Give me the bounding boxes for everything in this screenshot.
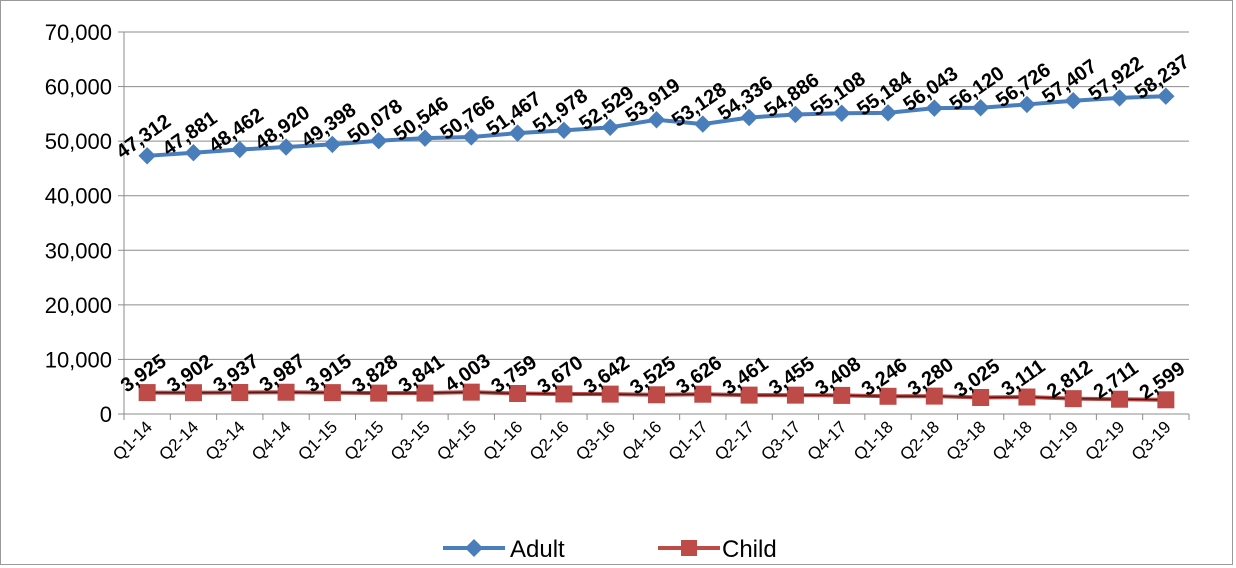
- legend-adult-marker: [465, 539, 483, 557]
- legend-child-label: Child: [722, 536, 777, 563]
- x-tick-label: Q4-16: [618, 417, 665, 464]
- y-tick-label: 60,000: [45, 75, 112, 100]
- child-point: [786, 386, 804, 404]
- y-tick-label: 50,000: [45, 129, 112, 154]
- y-tick-label: 10,000: [45, 347, 112, 372]
- y-tick-label: 0: [100, 402, 112, 427]
- adult-point: [555, 121, 573, 140]
- child-point: [1018, 388, 1036, 406]
- adult-point: [277, 138, 295, 156]
- x-tick-label: Q1-18: [850, 417, 897, 464]
- child-point: [416, 384, 434, 402]
- child-point: [231, 384, 249, 402]
- child-point: [648, 386, 665, 404]
- y-tick-label: 20,000: [45, 293, 112, 318]
- child-point: [1064, 390, 1082, 408]
- x-tick-label: Q1-19: [1035, 417, 1082, 464]
- x-tick-label: Q3-19: [1128, 417, 1175, 464]
- child-point: [555, 385, 573, 403]
- child-point: [740, 386, 758, 404]
- x-tick-label: Q1-16: [480, 417, 527, 464]
- adult-point: [833, 104, 851, 122]
- child-point: [833, 386, 851, 404]
- adult-point: [1157, 87, 1175, 105]
- adult-point: [323, 135, 342, 154]
- adult-point: [231, 140, 249, 159]
- adult-point: [971, 99, 990, 117]
- y-tick-label: 30,000: [45, 238, 112, 263]
- adult-point: [601, 118, 619, 137]
- adult-point: [184, 143, 203, 162]
- x-tick-label: Q4-14: [248, 417, 295, 464]
- y-tick-label: 70,000: [45, 20, 112, 45]
- child-point: [462, 383, 480, 401]
- child-point: [138, 384, 156, 402]
- x-tick-label: Q2-18: [896, 417, 943, 464]
- x-tick-label: Q3-18: [943, 417, 990, 464]
- x-tick-label: Q4-17: [804, 417, 851, 464]
- child-point: [879, 387, 897, 405]
- x-tick-label: Q1-15: [294, 417, 341, 464]
- adult-point: [508, 124, 527, 142]
- adult-point: [416, 129, 434, 147]
- x-tick-label: Q2-17: [711, 417, 758, 464]
- adult-point: [369, 132, 388, 150]
- adult-point: [1064, 92, 1082, 110]
- adult-point: [1018, 95, 1036, 114]
- child-point: [925, 387, 943, 405]
- adult-point: [879, 104, 897, 122]
- x-tick-label: Q1-14: [109, 417, 156, 464]
- adult-point: [786, 105, 805, 124]
- x-tick-label: Q3-17: [757, 417, 804, 464]
- legend-child-marker: [681, 540, 697, 556]
- child-point: [1111, 390, 1129, 408]
- child-point: [1157, 391, 1175, 409]
- x-tick-label: Q2-15: [341, 417, 388, 464]
- x-tick-label: Q2-19: [1082, 417, 1129, 464]
- adult-point: [925, 99, 944, 117]
- x-tick-label: Q2-14: [155, 417, 202, 464]
- child-point: [277, 383, 295, 401]
- x-tick-label: Q4-15: [433, 417, 480, 464]
- x-tick-label: Q1-17: [665, 417, 712, 464]
- child-point: [972, 388, 990, 406]
- x-tick-label: Q3-14: [202, 417, 249, 464]
- x-tick-label: Q4-18: [989, 417, 1036, 464]
- legend-adult-label: Adult: [510, 536, 565, 563]
- adult-point: [138, 147, 156, 165]
- child-point: [370, 384, 388, 402]
- child-point: [184, 384, 202, 402]
- child-point: [323, 384, 341, 402]
- adult-point: [647, 111, 666, 129]
- x-tick-label: Q3-16: [572, 417, 619, 464]
- adult-point: [1110, 89, 1129, 107]
- adult-point: [740, 108, 758, 127]
- x-tick-label: Q2-16: [526, 417, 573, 464]
- child-point: [694, 385, 712, 403]
- child-point: [601, 385, 619, 403]
- adult-point: [694, 115, 712, 133]
- child-point: [509, 384, 527, 402]
- adult-point: [462, 128, 480, 146]
- y-tick-label: 40,000: [45, 184, 112, 209]
- x-tick-label: Q3-15: [387, 417, 434, 464]
